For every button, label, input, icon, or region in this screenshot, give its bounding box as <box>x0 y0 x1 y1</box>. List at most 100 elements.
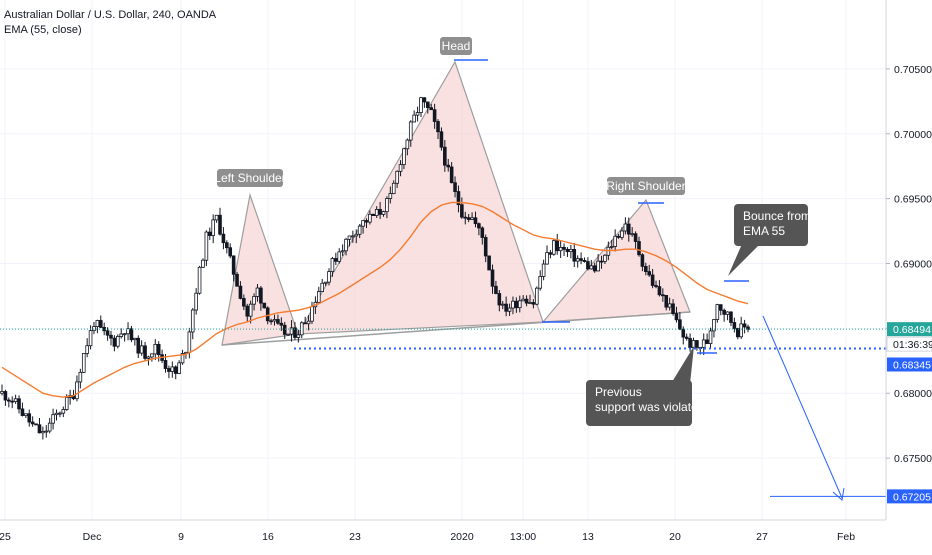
right-shoulder-label-bg <box>607 177 685 195</box>
candle-body <box>13 398 18 403</box>
candle-body <box>395 170 399 184</box>
candle-body <box>296 334 301 338</box>
candle-body <box>405 139 410 150</box>
last-price-badge-bg <box>887 322 932 337</box>
candle-body <box>419 97 423 113</box>
candle-body <box>633 233 638 242</box>
price-tick-label: 0.67500 <box>894 453 932 465</box>
candle-body <box>671 303 675 314</box>
candle-body <box>691 340 696 348</box>
candle-body <box>211 219 215 236</box>
candle-body <box>126 328 130 335</box>
candle-body <box>705 339 709 344</box>
candle-body <box>466 217 471 220</box>
candle-body <box>27 413 32 423</box>
candle-body <box>514 300 519 309</box>
candle-body <box>729 311 733 323</box>
candle-body <box>364 220 369 223</box>
candle-body <box>177 362 181 374</box>
candle-body <box>347 235 352 240</box>
candle-body <box>613 235 617 247</box>
candle-body <box>490 269 495 287</box>
candle-body <box>61 409 66 414</box>
candle-body <box>616 235 621 238</box>
candle-body <box>201 259 205 268</box>
candle-body <box>238 285 243 299</box>
candle-body <box>552 240 556 255</box>
candle-body <box>579 258 583 261</box>
candle-body <box>528 302 532 304</box>
candle-body <box>17 398 21 410</box>
candle-body <box>167 368 171 372</box>
candle-body <box>47 422 52 432</box>
candle-body <box>156 343 161 356</box>
candle-body <box>531 302 536 305</box>
candle-body <box>732 322 737 329</box>
candle-body <box>497 293 502 306</box>
candle-body <box>214 214 219 221</box>
right-shoulder-label: Right Shoulder <box>606 179 685 193</box>
candle-body <box>398 164 403 172</box>
candle-body <box>695 340 699 348</box>
time-tick-label: 13:00 <box>510 531 536 543</box>
candle-body <box>255 287 260 297</box>
candle-body <box>320 282 325 292</box>
candle-body <box>269 320 273 323</box>
candle-body <box>463 216 468 219</box>
candle-body <box>684 336 689 339</box>
candle-body <box>535 287 539 305</box>
time-tick-label: 23 <box>349 531 361 543</box>
candle-body <box>194 292 198 311</box>
candles <box>0 96 750 440</box>
candle-body <box>443 146 447 166</box>
projection-arrow-head <box>832 487 845 501</box>
candle-body <box>248 303 253 317</box>
candle-body <box>630 233 634 236</box>
candle-body <box>391 182 396 194</box>
candle-body <box>735 328 740 338</box>
candle-body <box>483 237 488 257</box>
candle-body <box>620 230 624 238</box>
left-shoulder-label: Left Shoulder <box>214 171 285 185</box>
candle-body <box>136 337 141 354</box>
candle-body <box>667 303 672 308</box>
candle-body <box>637 241 641 256</box>
candle-body <box>378 209 382 215</box>
candle-body <box>327 271 331 283</box>
candle-body <box>242 298 246 307</box>
candle-body <box>511 300 515 309</box>
candle-body <box>58 412 62 415</box>
annotations: Head Left Shoulder Right Shoulder Bounce fr… <box>214 37 845 501</box>
candle-body <box>279 322 284 326</box>
candle-body <box>163 360 168 369</box>
candle-body <box>477 223 481 229</box>
candle-body <box>742 323 747 328</box>
candle-body <box>122 333 127 336</box>
time-tick-label: Dec <box>83 531 102 543</box>
candle-body <box>187 331 192 353</box>
candle-body <box>282 324 287 335</box>
candle-body <box>715 304 720 320</box>
candle-body <box>221 233 226 244</box>
candle-body <box>385 198 389 213</box>
candle-body <box>24 413 28 416</box>
candle-body <box>558 246 563 252</box>
left-shoulder-label-bg <box>217 169 283 187</box>
candle-body <box>712 319 716 332</box>
candle-body <box>228 247 233 257</box>
candle-body <box>688 338 692 348</box>
head-label-bg <box>440 37 472 55</box>
candle-body <box>207 231 212 236</box>
candle-body <box>112 337 117 347</box>
candle-body <box>0 391 4 394</box>
candle-body <box>439 131 444 148</box>
countdown-label: 01:36:39 <box>893 339 932 351</box>
indicator-label: EMA (55, close) <box>4 24 82 36</box>
candle-body <box>487 255 491 271</box>
candle-body <box>129 328 134 341</box>
candle-body <box>143 345 147 359</box>
candle-body <box>453 182 457 192</box>
price-tick-label: 0.69500 <box>894 194 932 206</box>
